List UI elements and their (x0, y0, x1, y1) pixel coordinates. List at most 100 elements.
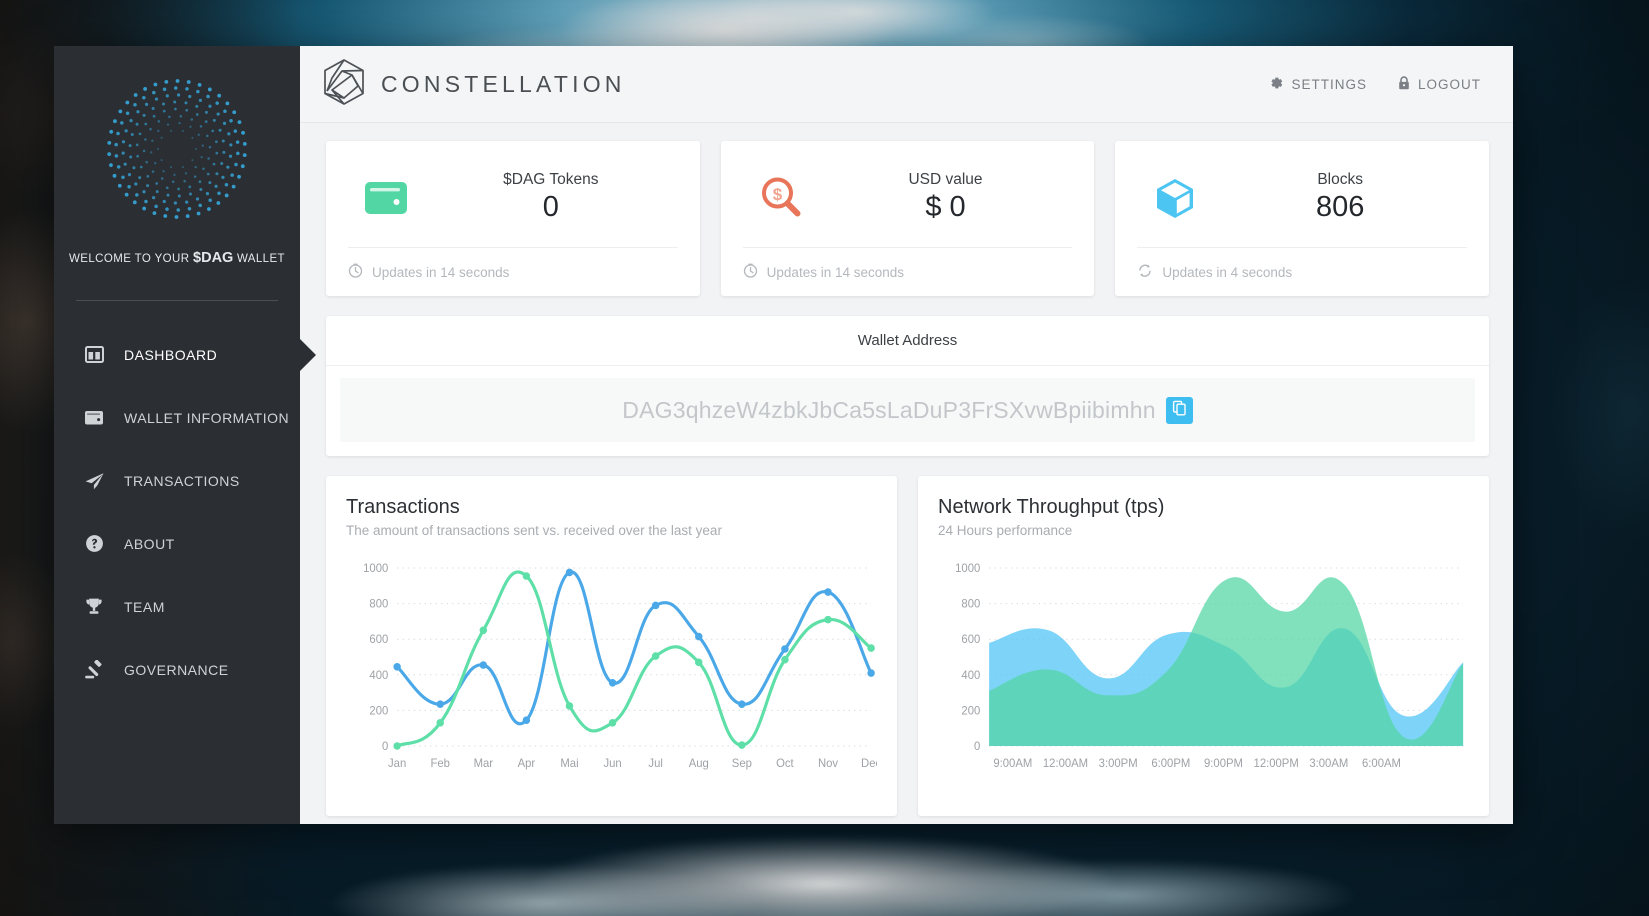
sidebar-item-transactions[interactable]: TRANSACTIONS (54, 449, 300, 512)
stat-label: USD value (908, 171, 983, 189)
wallet-address-value: DAG3qhzeW4zbkJbCa5sLaDuP3FrSXvwBpiibimhn (622, 396, 1156, 423)
constellation-hex-logo-icon (322, 58, 366, 111)
clock-icon (348, 263, 363, 281)
sidebar-item-dashboard[interactable]: DASHBOARD (54, 323, 300, 386)
copy-icon (1172, 400, 1187, 421)
wallet-address-body: DAG3qhzeW4zbkJbCa5sLaDuP3FrSXvwBpiibimhn (326, 366, 1489, 456)
svg-text:600: 600 (369, 634, 388, 646)
chart-title: Transactions (346, 496, 460, 518)
stat-card-usd-value: $ USD value $ 0 (720, 141, 1095, 296)
stat-card-footer: Updates in 14 seconds (742, 247, 1073, 296)
gear-icon (1268, 75, 1284, 94)
svg-text:Jul: Jul (648, 758, 662, 770)
stat-card-top: $DAG Tokens 0 (348, 159, 678, 237)
sidebar-item-team[interactable]: TEAM (54, 575, 300, 638)
wallet-icon (81, 409, 107, 426)
stat-footer-text: Updates in 14 seconds (766, 264, 905, 280)
sidebar-item-label: DASHBOARD (124, 346, 218, 363)
svg-text:200: 200 (369, 705, 388, 717)
stat-card-text: USD value $ 0 (819, 171, 1073, 224)
stat-card-dag-tokens: $DAG Tokens 0 Updates in 14 seco (326, 141, 700, 296)
svg-text:Jan: Jan (388, 758, 406, 770)
chart-subtitle: 24 Hours performance (938, 523, 1073, 538)
wallet-address-card: Wallet Address DAG3qhzeW4zbkJbCa5sLaDuP3… (326, 316, 1489, 456)
svg-text:3:00AM: 3:00AM (1309, 758, 1348, 770)
svg-text:Oct: Oct (776, 758, 794, 770)
svg-text:Dec: Dec (861, 758, 877, 770)
svg-text:400: 400 (961, 670, 980, 682)
svg-text:9:00AM: 9:00AM (993, 758, 1032, 770)
sidebar-item-governance[interactable]: GOVERNANCE (54, 638, 300, 701)
logout-label: LOGOUT (1417, 76, 1481, 92)
lock-icon (1397, 75, 1411, 94)
stat-cards-row: $DAG Tokens 0 Updates in 14 seco (326, 141, 1490, 296)
svg-text:Apr: Apr (518, 758, 536, 770)
sidebar-item-label: WALLET INFORMATION (124, 409, 290, 426)
svg-text:9:00PM: 9:00PM (1204, 758, 1243, 770)
settings-button[interactable]: SETTINGS (1268, 75, 1367, 94)
welcome-prefix: WELCOME TO YOUR (69, 253, 190, 265)
constellation-dot-logo (54, 74, 300, 224)
svg-text:Aug: Aug (689, 758, 709, 770)
svg-text:800: 800 (961, 599, 980, 611)
svg-text:1000: 1000 (955, 563, 980, 575)
clock-icon (743, 263, 758, 281)
sidebar-item-about[interactable]: ABOUT (54, 512, 300, 575)
copy-address-button[interactable] (1165, 396, 1193, 424)
dashboard-content: $DAG Tokens 0 Updates in 14 seco (300, 123, 1513, 824)
topbar-actions: SETTINGS LOGOUT (1268, 75, 1481, 94)
stat-value: $ 0 (925, 191, 966, 224)
logout-button[interactable]: LOGOUT (1397, 75, 1481, 94)
wallet-icon (348, 178, 424, 218)
sidebar-divider (76, 300, 278, 301)
transactions-line-chart: 0 200 400 600 800 1000 Jan Feb Mar Apr Mai Jun Jul Au… (346, 556, 877, 791)
wallet-address-heading: Wallet Address (326, 316, 1489, 366)
svg-text:Nov: Nov (818, 758, 838, 770)
svg-text:3:00PM: 3:00PM (1099, 758, 1138, 770)
transactions-chart-card: Transactions The amount of transactions … (326, 476, 897, 816)
svg-text:6:00AM: 6:00AM (1362, 758, 1401, 770)
stat-footer-text: Updates in 4 seconds (1162, 264, 1293, 280)
sidebar-item-label: TRANSACTIONS (124, 472, 240, 489)
svg-text:0: 0 (382, 741, 388, 753)
throughput-chart-card: Network Throughput (tps) 24 Hours perfor… (918, 476, 1489, 816)
brand-name: CONSTELLATION (381, 70, 626, 97)
welcome-brand: $DAG (193, 250, 234, 266)
charts-row: Transactions The amount of transactions … (326, 476, 1489, 816)
welcome-suffix: WALLET (236, 253, 285, 265)
dollar-search-icon: $ (743, 176, 819, 220)
chart-title: Network Throughput (tps) (938, 496, 1165, 518)
svg-text:Feb: Feb (430, 758, 449, 770)
stat-card-text: Blocks 806 (1213, 171, 1467, 224)
svg-text:12:00PM: 12:00PM (1254, 758, 1299, 770)
svg-text:Jun: Jun (603, 758, 621, 770)
sidebar-item-label: GOVERNANCE (124, 661, 229, 678)
sidebar-item-label: TEAM (124, 598, 165, 615)
svg-text:Mar: Mar (474, 758, 494, 770)
brand-lockup[interactable]: CONSTELLATION (322, 58, 626, 111)
sidebar-nav: DASHBOARD WALLET INFORMATION (54, 323, 300, 701)
stat-card-top: Blocks 806 (1137, 159, 1467, 237)
gavel-icon (81, 659, 107, 680)
settings-label: SETTINGS (1291, 76, 1367, 92)
stat-card-footer: Updates in 14 seconds (348, 247, 678, 296)
cube-icon (1137, 176, 1213, 220)
refresh-icon (1137, 263, 1153, 281)
svg-text:6:00PM: 6:00PM (1151, 758, 1190, 770)
svg-text:12:00AM: 12:00AM (1043, 758, 1088, 770)
app-window: WELCOME TO YOUR $DAG WALLET DASHBOARD (54, 46, 1513, 824)
svg-text:1000: 1000 (363, 563, 388, 575)
stat-label: Blocks (1317, 171, 1363, 189)
chart-subtitle: The amount of transactions sent vs. rece… (346, 523, 722, 538)
stat-card-top: $ USD value $ 0 (743, 159, 1073, 237)
trophy-icon (81, 597, 107, 616)
throughput-area-chart: 0 200 400 600 800 1000 9:00AM 12:00AM 3:00PM 6:00… (938, 556, 1469, 791)
sidebar-item-wallet-information[interactable]: WALLET INFORMATION (54, 386, 300, 449)
svg-text:200: 200 (961, 705, 980, 717)
stat-card-text: $DAG Tokens 0 (424, 171, 678, 224)
wallet-address-field[interactable]: DAG3qhzeW4zbkJbCa5sLaDuP3FrSXvwBpiibimhn (340, 378, 1475, 442)
stat-value: 806 (1315, 191, 1365, 224)
dashboard-icon (81, 346, 107, 363)
stat-card-blocks: Blocks 806 Upda (1115, 141, 1490, 296)
stat-value: 0 (542, 191, 559, 224)
